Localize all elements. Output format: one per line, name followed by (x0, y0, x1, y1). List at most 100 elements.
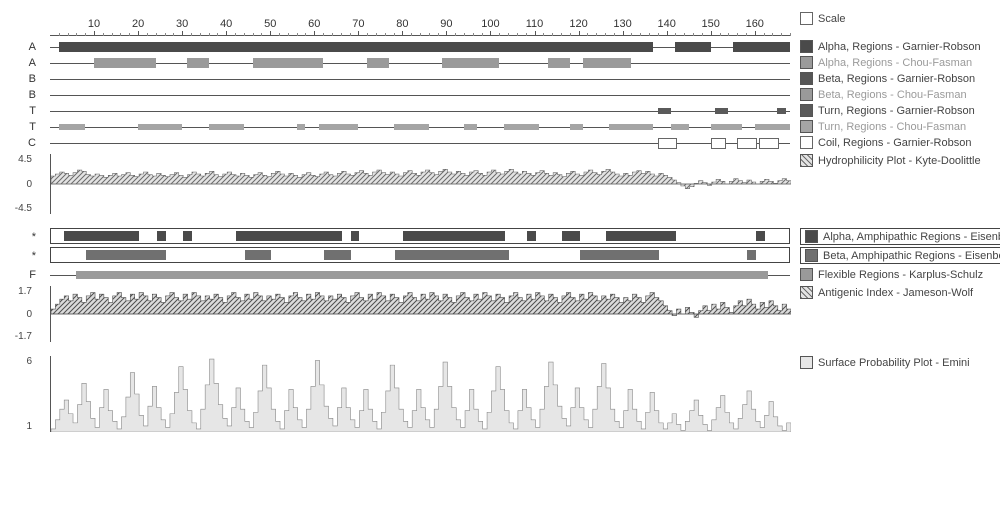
legend-swatch (800, 40, 813, 53)
legend-item: Antigenic Index - Jameson-Wolf (800, 286, 1000, 299)
hydrophilicity-plot (50, 154, 790, 214)
beta_gr-track (50, 72, 790, 86)
legend-item: Beta, Regions - Garnier-Robson (800, 72, 1000, 85)
row-label: A (12, 40, 40, 54)
segment (711, 138, 726, 149)
alpha_gr-track (50, 40, 790, 54)
segment (94, 58, 156, 68)
segment (671, 124, 689, 130)
segment (351, 231, 360, 241)
segment (64, 231, 139, 241)
legend-swatch (800, 72, 813, 85)
segment (442, 58, 499, 68)
legend-swatch (800, 120, 813, 133)
row-label: T (12, 120, 40, 134)
scale-tick-label: 140 (657, 18, 675, 30)
segment (464, 124, 477, 130)
legend-label: Alpha, Amphipathic Regions - Eisenberg (823, 231, 1000, 243)
segment (187, 58, 209, 68)
scale-tick-label: 60 (308, 18, 320, 30)
turn_gr-track (50, 104, 790, 118)
segment (76, 271, 768, 279)
legend-item: Alpha, Regions - Garnier-Robson (800, 40, 1000, 53)
segment (403, 231, 504, 241)
legend-label: Scale (818, 13, 846, 25)
segment (606, 231, 676, 241)
turn_cf-track (50, 120, 790, 134)
scale-tick-label: 70 (352, 18, 364, 30)
segment (755, 124, 790, 130)
segment (756, 231, 765, 241)
segment (253, 58, 323, 68)
row-label: B (12, 88, 40, 102)
segment (711, 124, 742, 130)
scale-tick-label: 50 (264, 18, 276, 30)
segment (324, 250, 350, 260)
scale-tick-label: 10 (88, 18, 100, 30)
segment (245, 250, 271, 260)
segment (737, 138, 757, 149)
scale-tick-label: 40 (220, 18, 232, 30)
legend-label: Beta, Regions - Chou-Fasman (818, 89, 967, 101)
segment (138, 124, 182, 130)
legend-label: Coil, Regions - Garnier-Robson (818, 137, 971, 149)
scale-tick-label: 110 (526, 18, 544, 30)
legend-swatch (800, 268, 813, 281)
row-label: A (12, 56, 40, 70)
legend-label: Flexible Regions - Karplus-Schulz (818, 269, 983, 281)
amphipathic-beta-track (50, 247, 790, 263)
legend-swatch (800, 356, 813, 369)
scale-tick-label: 100 (481, 18, 499, 30)
segment (548, 58, 570, 68)
scale-tick-label: 20 (132, 18, 144, 30)
scale-tick-label: 160 (746, 18, 764, 30)
segment (562, 231, 580, 241)
segment (580, 250, 659, 260)
segment (319, 124, 359, 130)
segment (658, 108, 671, 114)
segment (759, 138, 779, 149)
scale-tick-label: 120 (569, 18, 587, 30)
legend-item: Flexible Regions - Karplus-Schulz (800, 268, 1000, 281)
y-axis-labels: 1.70-1.7 (12, 286, 40, 342)
row-label: * (12, 247, 40, 264)
scale-tick-label: 130 (613, 18, 631, 30)
scale-tick-label: 90 (440, 18, 452, 30)
segment (658, 138, 678, 149)
segment (183, 231, 192, 241)
legend-item: Turn, Regions - Garnier-Robson (800, 104, 1000, 117)
y-axis-labels: 61 (12, 356, 40, 432)
legend-swatch (805, 230, 818, 243)
legend-swatch (800, 88, 813, 101)
segment (59, 42, 654, 52)
legend-label: Surface Probability Plot - Emini (818, 357, 970, 369)
legend-label: Turn, Regions - Garnier-Robson (818, 105, 975, 117)
legend-swatch (800, 136, 813, 149)
segment (209, 124, 244, 130)
segment (157, 231, 166, 241)
row-label: T (12, 104, 40, 118)
row-label: F (12, 268, 40, 282)
row-label: * (12, 228, 40, 245)
legend-item: Alpha, Regions - Chou-Fasman (800, 56, 1000, 69)
row-label: C (12, 136, 40, 150)
legend-item: Coil, Regions - Garnier-Robson (800, 136, 1000, 149)
legend-label: Turn, Regions - Chou-Fasman (818, 121, 966, 133)
legend-label: Alpha, Regions - Chou-Fasman (818, 57, 972, 69)
segment (733, 42, 790, 52)
legend-item: Beta, Regions - Chou-Fasman (800, 88, 1000, 101)
segment (86, 250, 165, 260)
segment (297, 124, 306, 130)
legend-item: Hydrophilicity Plot - Kyte-Doolittle (800, 154, 1000, 167)
amphipathic-alpha-track (50, 228, 790, 244)
legend-swatch (800, 286, 813, 299)
segment (570, 124, 583, 130)
legend-item: Surface Probability Plot - Emini (800, 356, 1000, 369)
surface-plot (50, 356, 790, 432)
segment (59, 124, 85, 130)
beta_cf-track (50, 88, 790, 102)
legend-item: Alpha, Amphipathic Regions - Eisenberg (800, 228, 1000, 245)
segment (747, 250, 756, 260)
legend-swatch (800, 104, 813, 117)
legend-label: Alpha, Regions - Garnier-Robson (818, 41, 981, 53)
